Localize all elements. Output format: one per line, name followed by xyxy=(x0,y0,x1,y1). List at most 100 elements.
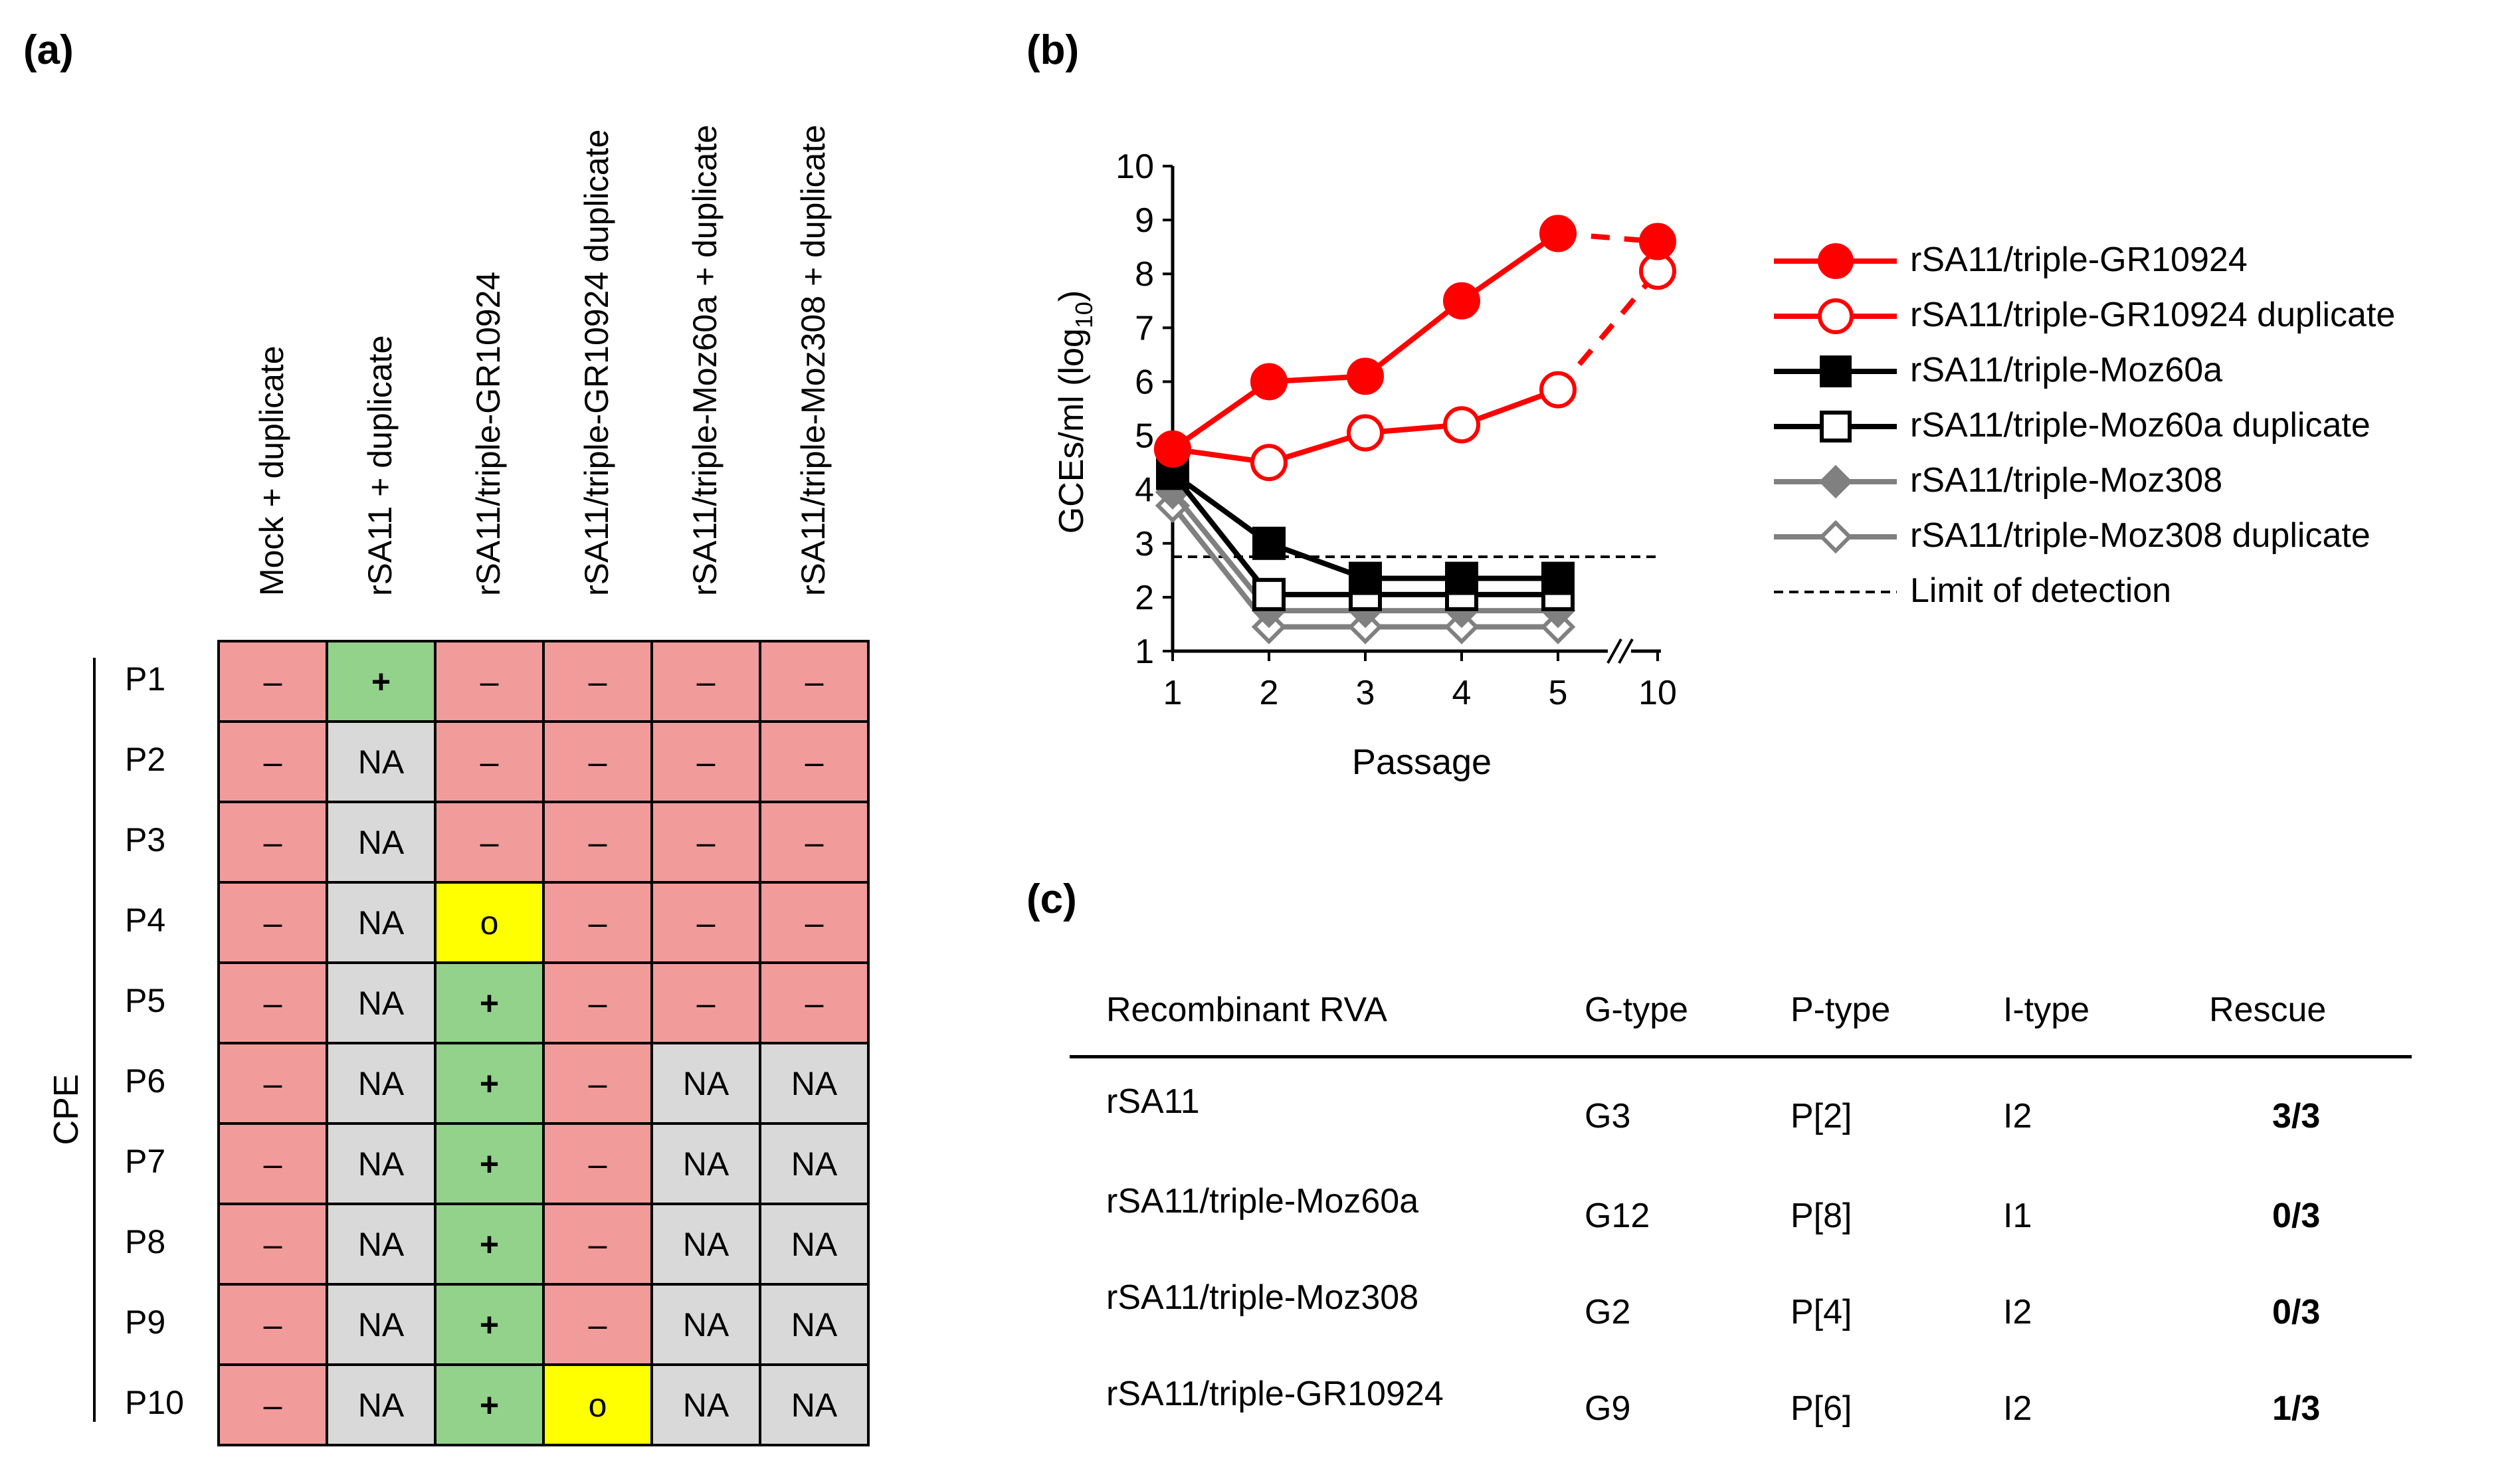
grid-cell: NA xyxy=(759,1122,870,1205)
data-point xyxy=(1541,561,1575,595)
grid-row: – NA + – NA NA xyxy=(217,1283,870,1366)
grid-cell: – xyxy=(542,1042,653,1125)
data-point xyxy=(1349,561,1382,595)
rescue-table-cell: G3 xyxy=(1585,1097,1631,1135)
panel-a-label: (a) xyxy=(23,27,74,73)
grid-cell: – xyxy=(542,720,653,803)
rescue-table-row: rSA11/triple-Moz60a G12 P[8] I1 0/3 xyxy=(1070,1169,2412,1266)
data-point xyxy=(1252,526,1286,560)
legend-symbol xyxy=(1774,243,1897,279)
data-point xyxy=(1443,282,1480,320)
x-tick-label: 3 xyxy=(1356,674,1375,712)
grid-column-header: rSA11 + duplicate xyxy=(326,13,434,635)
grid-row-label: P8 xyxy=(125,1223,166,1260)
grid-row: – NA + o NA NA xyxy=(217,1363,870,1446)
grid-cell: – xyxy=(217,801,328,884)
rescue-table-cell: 0/3 xyxy=(2272,1197,2321,1235)
series-rsa11-triple-moz60a xyxy=(1156,456,1575,595)
data-point xyxy=(1443,406,1480,444)
grid-cell: – xyxy=(542,1203,653,1286)
grid-cell: NA xyxy=(650,1363,761,1446)
rescue-table-header-cell: G-type xyxy=(1585,991,1689,1029)
series-line-dashed xyxy=(1555,269,1660,392)
grid-cell: – xyxy=(650,720,761,803)
grid-cell: NA xyxy=(326,1042,436,1125)
grid-cell: NA xyxy=(759,1283,870,1366)
grid-row: – NA + – NA NA xyxy=(217,1042,870,1125)
grid-column-header-text: rSA11/triple-GR10924 duplicate xyxy=(577,129,615,596)
rescue-table-rule xyxy=(1070,1055,2412,1058)
grid-row-label: P1 xyxy=(125,660,166,698)
grid-cell: – xyxy=(434,640,545,723)
rescue-table-header-cell: Rescue xyxy=(2209,991,2327,1029)
grid-column-header: rSA11/triple-Moz60a + duplicate xyxy=(650,13,759,635)
panel-b-label: (b) xyxy=(1026,27,1080,73)
grid-column-header-text: Mock + duplicate xyxy=(252,345,290,596)
rescue-table-row: rSA11/triple-GR10924 G9 P[6] I2 1/3 xyxy=(1070,1362,2412,1458)
grid-column-header: rSA11/triple-GR10924 xyxy=(434,13,542,635)
grid-cell: – xyxy=(650,640,761,723)
grid-cell: NA xyxy=(326,1363,436,1446)
y-axis-label-main: GCEs/ml (log xyxy=(1052,328,1091,534)
grid-cell: – xyxy=(650,801,761,884)
data-point xyxy=(1820,355,1852,387)
grid-column-header: Mock + duplicate xyxy=(217,13,326,635)
grid-cell: – xyxy=(217,1042,328,1125)
grid-row-label: P9 xyxy=(125,1304,166,1341)
grid-cell: NA xyxy=(326,1203,436,1286)
grid-cell: NA xyxy=(759,1042,870,1125)
rescue-table-cell: rSA11 xyxy=(1106,1082,1200,1121)
grid-cell: NA xyxy=(326,961,436,1044)
grid-cell: NA xyxy=(326,881,436,964)
grid-cell: – xyxy=(650,881,761,964)
data-point xyxy=(1820,411,1852,442)
y-tick-label: 3 xyxy=(1135,525,1154,563)
legend-symbol xyxy=(1774,355,1897,387)
grid-cell: – xyxy=(217,961,328,1044)
grid-row-label: P7 xyxy=(125,1143,166,1180)
grid-column-header-text: rSA11 + duplicate xyxy=(361,335,399,596)
grid-cell: NA xyxy=(326,1283,436,1366)
grid-cell: + xyxy=(434,1122,545,1205)
rescue-table-header-cell: P-type xyxy=(1791,991,1891,1029)
grid-cell: – xyxy=(217,1122,328,1205)
grid-row: – NA – – – – xyxy=(217,801,870,884)
data-point xyxy=(1347,357,1384,395)
grid-cell: NA xyxy=(650,1283,761,1366)
grid-row: – NA + – – – xyxy=(217,961,870,1044)
grid-cell: – xyxy=(542,640,653,723)
grid-cell: – xyxy=(542,801,653,884)
data-point xyxy=(1445,561,1478,595)
data-point xyxy=(1250,444,1288,482)
data-point xyxy=(1250,363,1288,401)
grid-row: – NA o – – – xyxy=(217,881,870,964)
grid-column-header: rSA11/triple-Moz308 + duplicate xyxy=(759,13,867,635)
rescue-table-cell: 3/3 xyxy=(2272,1097,2321,1135)
grid-cell: NA xyxy=(650,1203,761,1286)
grid-cell: – xyxy=(759,720,870,803)
grid-cell: – xyxy=(759,640,870,723)
grid-cell: – xyxy=(542,961,653,1044)
data-point xyxy=(1539,371,1577,409)
rescue-table-cell: rSA11/triple-Moz308 xyxy=(1106,1278,1419,1317)
grid-cell: + xyxy=(434,1283,545,1366)
grid-row: – + – – – – xyxy=(217,640,870,723)
grid-cell: – xyxy=(759,881,870,964)
legend-label: Limit of detection xyxy=(1910,571,2172,610)
legend-label: rSA11/triple-GR10924 xyxy=(1910,241,2248,279)
grid-cell: NA xyxy=(650,1042,761,1125)
y-tick-label: 5 xyxy=(1135,417,1154,456)
rescue-table-cell: G9 xyxy=(1585,1389,1631,1428)
grid-cell: – xyxy=(542,1283,653,1366)
grid-row: – NA – – – – xyxy=(217,720,870,803)
grid-cell: – xyxy=(542,881,653,964)
grid-row: – NA + – NA NA xyxy=(217,1122,870,1205)
grid-cell: – xyxy=(217,720,328,803)
rescue-table-cell: I2 xyxy=(2003,1097,2032,1135)
grid-cell: – xyxy=(542,1122,653,1205)
cpe-bracket-line xyxy=(93,658,96,1422)
y-axis-label-sub: 10 xyxy=(1070,302,1098,328)
rescue-table-cell: G2 xyxy=(1585,1293,1631,1331)
grid-cell: – xyxy=(217,640,328,723)
